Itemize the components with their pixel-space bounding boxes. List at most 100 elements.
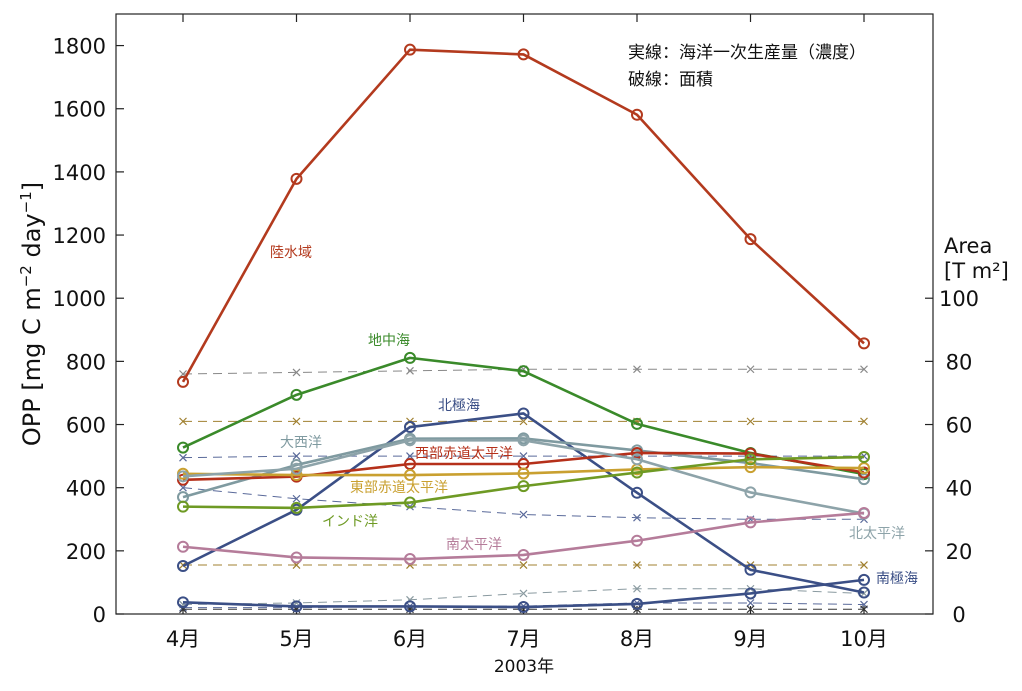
label-tobu-sekido-taiheiyo: 東部赤道太平洋 bbox=[350, 480, 448, 496]
label-kita-taiheiyo: 北太平洋 bbox=[849, 526, 905, 542]
left-tick-label: 800 bbox=[66, 350, 106, 374]
opp-point-marker bbox=[858, 462, 870, 475]
opp-point-marker bbox=[631, 534, 643, 547]
opp-point-marker bbox=[177, 500, 189, 513]
opp-series-line bbox=[181, 48, 865, 383]
area-point-marker bbox=[746, 605, 755, 614]
opp-point-marker bbox=[177, 596, 189, 609]
area-point-marker bbox=[406, 452, 414, 461]
right-tick-label: 80 bbox=[946, 350, 973, 374]
opp-point-marker bbox=[290, 551, 303, 564]
x-tick-label: 9月 bbox=[733, 627, 767, 651]
label-indoyo: インド洋 bbox=[322, 514, 378, 530]
left-tick-label: 200 bbox=[66, 540, 106, 564]
left-tick-label: 1800 bbox=[53, 35, 106, 59]
area-point-marker bbox=[519, 589, 528, 598]
right-axis: 0 20 40 60 80 100 bbox=[925, 287, 979, 627]
area-point-marker bbox=[746, 599, 755, 607]
label-rikusuiiki: 陸水域 bbox=[270, 245, 312, 261]
opp-point-marker bbox=[517, 434, 530, 447]
area-point-marker bbox=[746, 417, 755, 426]
opp-point-marker bbox=[290, 388, 303, 401]
opp-point-marker bbox=[858, 586, 870, 599]
area-series-group bbox=[179, 365, 868, 614]
left-tick-label: 1400 bbox=[53, 161, 106, 185]
opp-point-marker bbox=[744, 563, 757, 576]
area-point-marker bbox=[292, 452, 301, 461]
area-point-marker bbox=[746, 365, 755, 374]
area-point-marker bbox=[519, 561, 528, 569]
opp-point-marker bbox=[404, 469, 416, 482]
left-tick-label: 0 bbox=[93, 603, 106, 627]
right-axis-title-line1: Area bbox=[944, 234, 992, 258]
opp-point-marker bbox=[517, 48, 530, 61]
label-chichukai: 地中海 bbox=[368, 333, 410, 349]
x-tick-label: 8月 bbox=[620, 627, 654, 651]
area-point-marker bbox=[860, 561, 868, 569]
area-point-marker bbox=[292, 494, 301, 503]
left-axis: 0 200 400 600 800 1000 1200 1400 1600 1800 bbox=[53, 35, 124, 627]
legend-note-solid: 実線：海洋一次生産量（濃度） bbox=[628, 43, 866, 63]
left-tick-label: 1600 bbox=[53, 98, 106, 122]
right-tick-label: 20 bbox=[946, 540, 973, 564]
label-taiseiyo: 大西洋 bbox=[280, 435, 322, 451]
opp-series-line bbox=[182, 439, 865, 515]
opp-point-marker bbox=[404, 43, 416, 56]
opp-point-marker bbox=[631, 453, 643, 466]
area-point-marker bbox=[292, 417, 301, 426]
x-tick-label: 5月 bbox=[279, 627, 313, 651]
opp-point-marker bbox=[404, 421, 416, 434]
right-tick-label: 100 bbox=[939, 287, 979, 311]
opp-point-marker bbox=[631, 108, 643, 121]
opp-series-line bbox=[182, 578, 865, 609]
opp-point-marker bbox=[177, 441, 189, 454]
opp-point-marker bbox=[858, 506, 870, 519]
x-tick-label: 10月 bbox=[840, 627, 888, 651]
left-tick-label: 400 bbox=[66, 477, 106, 501]
opp-point-marker bbox=[404, 351, 416, 364]
legend-note-dashed: 破線：面積 bbox=[628, 70, 713, 90]
area-point-marker bbox=[860, 452, 868, 461]
opp-point-marker bbox=[517, 548, 530, 561]
plot-frame bbox=[115, 13, 934, 615]
area-point-marker bbox=[179, 417, 187, 426]
opp-point-marker bbox=[290, 462, 303, 475]
opp-series-line bbox=[182, 511, 865, 561]
opp-point-marker bbox=[177, 470, 189, 483]
opp-point-marker bbox=[517, 365, 530, 378]
opp-point-marker bbox=[517, 407, 530, 420]
opp-point-marker bbox=[631, 597, 643, 610]
opp-point-marker bbox=[404, 434, 416, 447]
left-tick-label: 1000 bbox=[53, 287, 106, 311]
opp-point-marker bbox=[404, 496, 416, 509]
area-point-marker bbox=[860, 417, 868, 426]
opp-point-marker bbox=[858, 473, 870, 486]
left-tick-label: 1200 bbox=[53, 224, 106, 248]
opp-point-marker bbox=[858, 573, 870, 586]
opp-series-line bbox=[182, 455, 865, 510]
opp-point-marker bbox=[744, 461, 757, 474]
opp-point-marker bbox=[177, 560, 189, 572]
area-point-marker bbox=[519, 452, 528, 461]
area-point-marker bbox=[860, 365, 868, 374]
opp-point-marker bbox=[517, 467, 530, 480]
opp-point-marker bbox=[744, 516, 757, 529]
x-tick-label: 4月 bbox=[166, 627, 200, 651]
right-axis-title-line2: [T m²] bbox=[944, 259, 1009, 283]
opp-point-marker bbox=[744, 453, 757, 466]
opp-series-line bbox=[182, 412, 865, 594]
area-point-marker bbox=[633, 561, 641, 569]
label-seibu-sekido-taiheiyo: 西部赤道太平洋 bbox=[415, 446, 513, 462]
opp-point-marker bbox=[517, 601, 530, 614]
label-minami-taiheiyo: 南太平洋 bbox=[446, 537, 502, 553]
right-tick-label: 0 bbox=[952, 603, 965, 627]
opp-point-marker bbox=[290, 501, 303, 514]
opp-point-marker bbox=[858, 451, 870, 464]
right-tick-label: 40 bbox=[946, 477, 973, 501]
opp-point-marker bbox=[744, 486, 757, 499]
label-hokkyokukai: 北極海 bbox=[438, 398, 480, 414]
area-point-marker bbox=[292, 368, 301, 377]
left-axis-title: OPP [mg C m−2 day−1] bbox=[17, 182, 46, 446]
opp-point-marker bbox=[404, 600, 416, 613]
